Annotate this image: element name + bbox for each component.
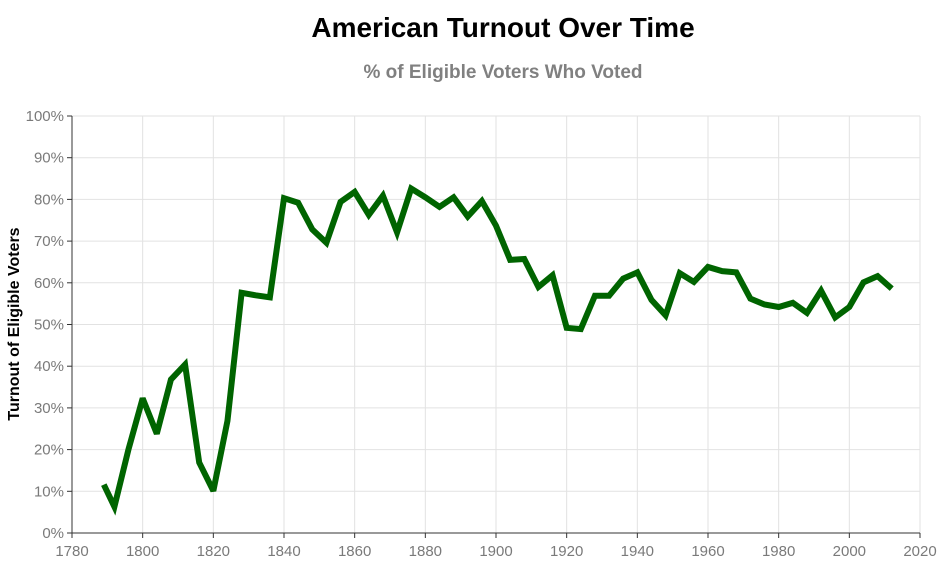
- data-point: [394, 229, 400, 235]
- data-point: [281, 195, 287, 201]
- data-point: [422, 194, 428, 200]
- x-tick-label: 1900: [479, 543, 512, 560]
- data-point: [126, 446, 132, 452]
- data-point: [465, 213, 471, 219]
- data-point: [408, 186, 414, 192]
- data-point: [295, 200, 301, 206]
- x-tick-label: 1940: [621, 543, 654, 560]
- data-point: [790, 300, 796, 306]
- data-point: [648, 297, 654, 303]
- chart-subtitle: % of Eligible Voters Who Voted: [363, 62, 642, 83]
- data-point: [196, 460, 202, 466]
- data-point: [493, 223, 499, 229]
- data-point: [451, 194, 457, 200]
- y-axis-ticks: 0% 10% 20% 30% 40% 50% 60% 70% 80% 90% 100%: [26, 108, 72, 542]
- x-tick-label: 1880: [409, 543, 442, 560]
- data-point: [832, 314, 838, 320]
- data-point: [889, 286, 895, 292]
- y-tick-label: 80%: [34, 191, 64, 208]
- x-tick-label: 1920: [550, 543, 583, 560]
- data-point: [564, 325, 570, 331]
- x-tick-label: 1840: [267, 543, 300, 560]
- data-point: [719, 268, 725, 274]
- data-point: [846, 304, 852, 310]
- data-point: [875, 273, 881, 279]
- data-point: [154, 431, 160, 437]
- data-point: [521, 256, 527, 262]
- y-tick-label: 50%: [34, 317, 64, 334]
- x-tick-label: 1860: [338, 543, 371, 560]
- data-point: [210, 488, 216, 494]
- x-tick-label: 1980: [762, 543, 795, 560]
- y-tick-label: 40%: [34, 358, 64, 375]
- data-point: [705, 264, 711, 270]
- data-point: [747, 296, 753, 302]
- x-tick-label: 1780: [55, 543, 88, 560]
- data-point: [380, 193, 386, 199]
- data-point: [253, 292, 259, 298]
- data-point: [592, 293, 598, 299]
- data-point: [182, 362, 188, 368]
- y-tick-label: 90%: [34, 150, 64, 167]
- data-point: [168, 377, 174, 383]
- y-tick-label: 100%: [26, 108, 64, 125]
- y-tick-label: 70%: [34, 233, 64, 250]
- data-point: [267, 294, 273, 300]
- chart-title: American Turnout Over Time: [311, 12, 694, 43]
- data-point: [436, 204, 442, 210]
- x-tick-label: 2000: [833, 543, 866, 560]
- x-tick-label: 2020: [903, 543, 936, 560]
- data-point: [578, 326, 584, 332]
- data-point: [762, 301, 768, 307]
- data-point: [691, 279, 697, 285]
- series-line: [101, 183, 894, 516]
- x-tick-label: 1960: [691, 543, 724, 560]
- y-tick-label: 30%: [34, 400, 64, 417]
- data-point: [338, 199, 344, 205]
- data-point: [323, 240, 329, 246]
- data-point: [535, 284, 541, 290]
- x-tick-label: 1800: [126, 543, 159, 560]
- data-point: [606, 293, 612, 299]
- data-point: [550, 272, 556, 278]
- y-tick-label: 60%: [34, 275, 64, 292]
- data-point: [507, 257, 513, 263]
- y-tick-label: 0%: [42, 525, 64, 542]
- data-point: [620, 276, 626, 282]
- data-point: [818, 288, 824, 294]
- data-point: [663, 312, 669, 318]
- data-point: [776, 304, 782, 310]
- data-point: [239, 290, 245, 296]
- data-point: [309, 226, 315, 232]
- data-point: [733, 269, 739, 275]
- y-axis-label: Turnout of Eligible Voters: [6, 227, 23, 420]
- x-tick-label: 1820: [197, 543, 230, 560]
- data-point: [677, 270, 683, 276]
- series-layer: [101, 183, 895, 516]
- data-point: [804, 310, 810, 316]
- data-point: [366, 212, 372, 218]
- data-point: [479, 198, 485, 204]
- data-point: [140, 395, 146, 401]
- data-point: [101, 482, 107, 488]
- data-point: [352, 189, 358, 195]
- data-point: [224, 418, 230, 424]
- data-point: [860, 279, 866, 285]
- y-tick-label: 20%: [34, 442, 64, 459]
- x-axis-ticks: 1780 1800 1820 1840 1860 1880 1900 1920 1940 1960…: [55, 533, 937, 560]
- data-point: [634, 269, 640, 275]
- data-point: [111, 504, 117, 510]
- grid: [72, 115, 921, 533]
- y-tick-label: 10%: [34, 483, 64, 500]
